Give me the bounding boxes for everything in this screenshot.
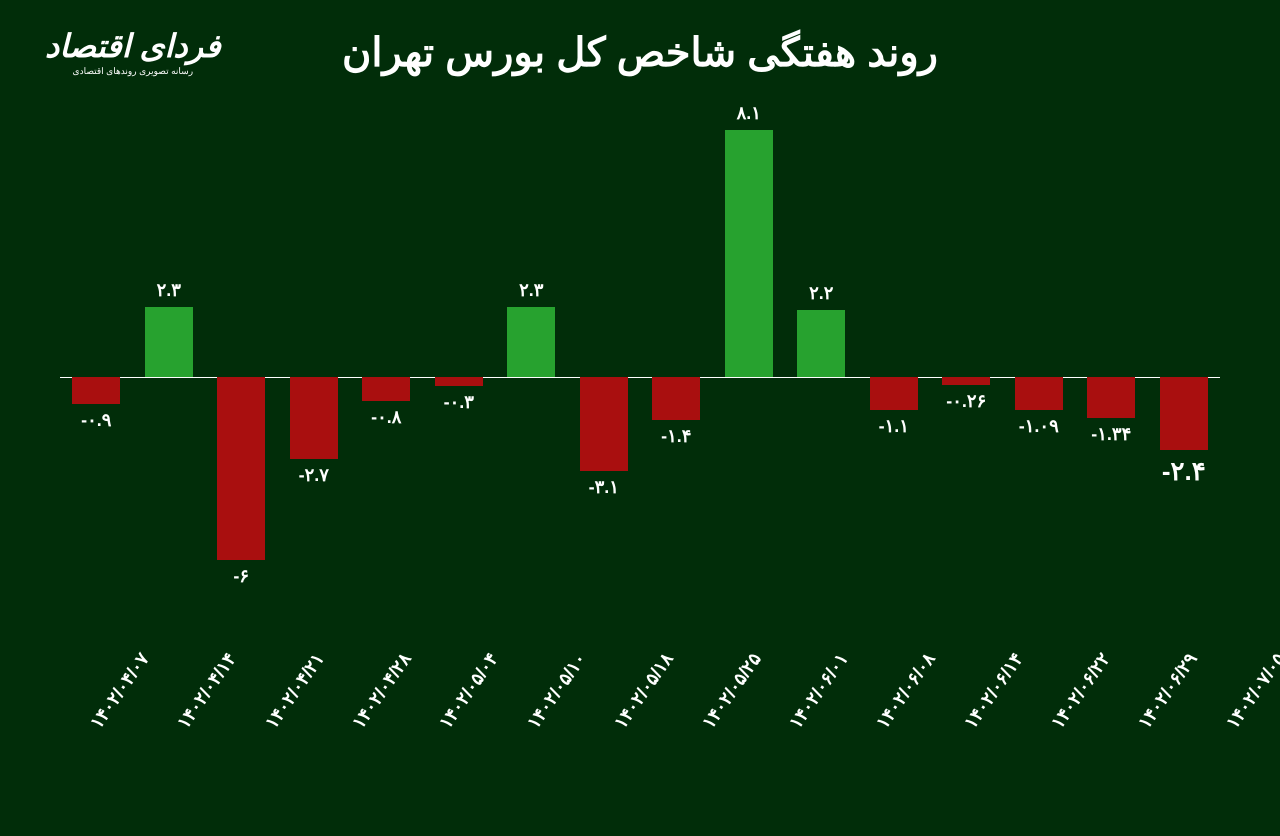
plot-area: -۰.۹ ۲.۳ -۶ -۲.۷ -۰.۸ -۰.۳ ۲.۳ -۳.۱ -۱.۴ ۸.۱ ۲.۲ -۱… [60,130,1220,560]
bar [870,377,918,411]
bar [507,307,555,377]
bar-slot: -۰.۳ [423,130,496,560]
bar [435,377,483,386]
bar-value-label: ۲.۲ [809,283,833,304]
bar-slot: ۸.۱ [713,130,786,560]
bar-slot: -۳.۱ [568,130,641,560]
bar [72,377,120,404]
bar-slot: -۶ [205,130,278,560]
bar-slot: -۰.۸ [350,130,423,560]
bar-slot: ۲.۳ [495,130,568,560]
bar [580,377,628,472]
bar [217,377,265,560]
bar-value-label: ۲.۳ [519,280,543,301]
bar-value-label: -۱.۴ [661,426,691,447]
x-axis-label: ۱۴۰۲/۰۴/۲۱ [261,649,328,733]
chart-container: -۰.۹ ۲.۳ -۶ -۲.۷ -۰.۸ -۰.۳ ۲.۳ -۳.۱ -۱.۴ ۸.۱ ۲.۲ -۱… [60,130,1220,690]
bar-slot: -۱.۳۴ [1075,130,1148,560]
bar-value-label: -۰.۸ [371,407,401,428]
bar-slot: -۲.۷ [278,130,351,560]
bar-slot: -۲.۴ [1148,130,1221,560]
bar-value-label: -۰.۹ [81,410,111,431]
bar-value-label: -۶ [233,566,249,587]
x-axis-label: ۱۴۰۲/۰۷/۰۵ [1222,649,1280,733]
bar [145,307,193,377]
bar-value-label: -۰.۲۶ [946,391,986,412]
bar-value-label: ۲.۳ [157,280,181,301]
bar-value-label: -۱.۳۴ [1091,424,1131,445]
bar-value-label: -۰.۳ [444,392,474,413]
bar-value-label: ۸.۱ [737,103,761,124]
x-axis-label: ۱۴۰۲/۰۶/۱۴ [960,649,1027,733]
x-axis-label: ۱۴۰۲/۰۴/۰۷ [86,649,153,733]
bar-value-label: -۱.۰۹ [1019,416,1059,437]
x-axis-label: ۱۴۰۲/۰۵/۲۵ [698,649,765,733]
bar [652,377,700,420]
x-axis: ۱۴۰۲/۰۴/۰۷۱۴۰۲/۰۴/۱۴۱۴۰۲/۰۴/۲۱۱۴۰۲/۰۴/۲۸… [60,669,1220,690]
bar-slot: ۲.۳ [133,130,206,560]
bar-value-label: -۲.۷ [299,465,329,486]
bar [797,310,845,377]
x-axis-label: ۱۴۰۲/۰۵/۱۰ [523,649,590,733]
bar-slot: -۰.۲۶ [930,130,1003,560]
x-axis-label: ۱۴۰۲/۰۵/۱۸ [611,649,678,733]
bar-value-label: -۲.۴ [1162,456,1206,487]
bar [362,377,410,401]
x-axis-label: ۱۴۰۲/۰۶/۲۲ [1047,649,1114,733]
bar-slot: -۱.۱ [858,130,931,560]
bar-slot: -۱.۴ [640,130,713,560]
bar [1160,377,1208,450]
x-axis-label: ۱۴۰۲/۰۴/۱۴ [174,649,241,733]
bar [290,377,338,459]
x-axis-label: ۱۴۰۲/۰۶/۰۱ [785,649,852,733]
bar [1087,377,1135,418]
bar-slot: ۲.۲ [785,130,858,560]
bar-slot: -۱.۰۹ [1003,130,1076,560]
bar-value-label: -۳.۱ [589,477,619,498]
x-axis-label: ۱۴۰۲/۰۶/۰۸ [873,649,940,733]
chart-title: روند هفتگی شاخص کل بورس تهران [0,30,1280,76]
x-axis-label: ۱۴۰۲/۰۴/۲۸ [348,649,415,733]
bar-slot: -۰.۹ [60,130,133,560]
x-axis-label: ۱۴۰۲/۰۶/۲۹ [1135,649,1202,733]
x-axis-label: ۱۴۰۲/۰۵/۰۴ [436,649,503,733]
bars-group: -۰.۹ ۲.۳ -۶ -۲.۷ -۰.۸ -۰.۳ ۲.۳ -۳.۱ -۱.۴ ۸.۱ ۲.۲ -۱… [60,130,1220,560]
bar [725,130,773,377]
bar-value-label: -۱.۱ [879,416,909,437]
bar [942,377,990,385]
bar [1015,377,1063,410]
